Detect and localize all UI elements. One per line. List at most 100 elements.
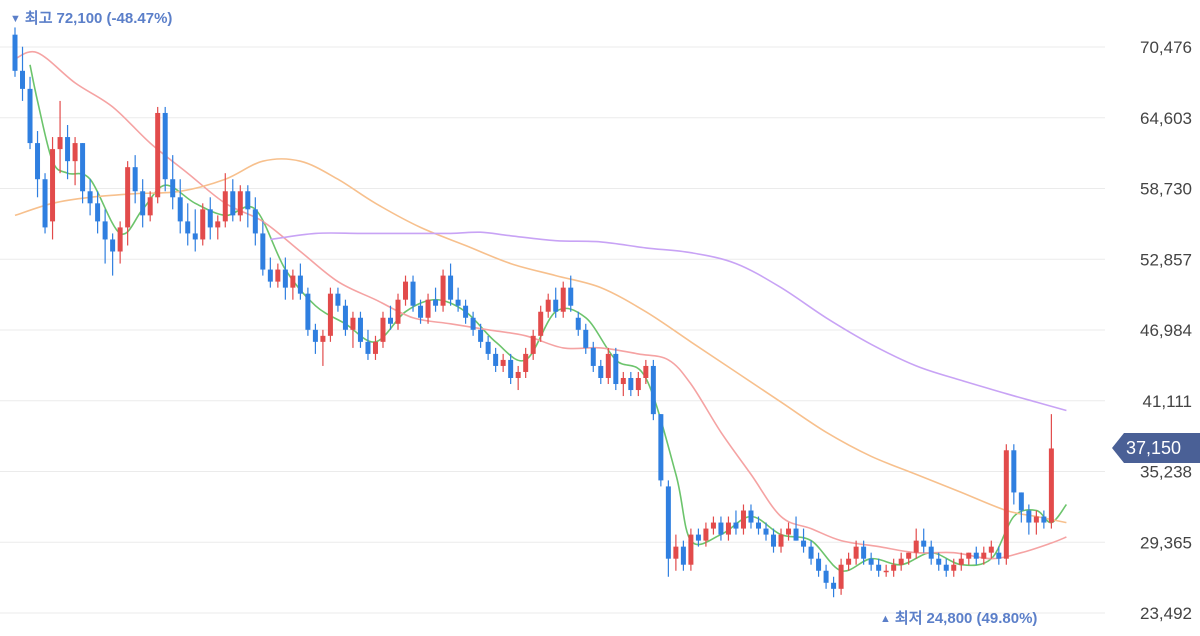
current-price-value: 37,150 — [1126, 438, 1182, 459]
candle — [598, 359, 604, 385]
candle-body — [478, 329, 484, 342]
candle-body — [718, 522, 724, 535]
candle-body — [162, 112, 168, 180]
candle-body — [267, 269, 273, 282]
candle-body — [1041, 516, 1047, 523]
candle-body — [282, 269, 288, 288]
candle-body — [372, 341, 378, 354]
candle — [583, 323, 589, 354]
candle-body — [177, 197, 183, 222]
candle-body — [170, 179, 176, 198]
candle-body — [1033, 516, 1039, 523]
candle — [207, 197, 213, 240]
candle — [568, 275, 574, 312]
candle — [455, 287, 461, 312]
candle — [185, 203, 191, 246]
y-tick-label: 41,111 — [1143, 392, 1192, 411]
candle-body — [695, 534, 701, 541]
candle — [57, 100, 63, 174]
candle — [290, 269, 296, 300]
candle — [703, 522, 709, 547]
candle-body — [650, 365, 656, 415]
candle — [12, 27, 18, 77]
candle — [958, 552, 964, 571]
candle — [95, 191, 101, 234]
candle — [861, 540, 867, 565]
candle — [275, 263, 281, 288]
candle — [673, 534, 679, 571]
candle-body — [485, 341, 491, 354]
candle-body — [786, 528, 792, 535]
candle-body — [102, 221, 108, 240]
candle — [665, 480, 671, 577]
candle-body — [200, 209, 206, 240]
candle — [515, 365, 521, 391]
candle-body — [380, 317, 386, 342]
candle — [823, 564, 829, 589]
candle — [553, 287, 559, 318]
candle-body — [748, 510, 754, 523]
candle-body — [553, 299, 559, 312]
candle — [643, 359, 649, 385]
candle — [463, 299, 469, 324]
candle-body — [575, 317, 581, 330]
candle — [755, 516, 761, 535]
candle-body — [297, 275, 303, 294]
candle — [470, 311, 476, 336]
candle — [125, 161, 131, 246]
ma5-line — [29, 64, 1068, 572]
y-axis: 70,476 64,603 58,730 52,857 46,984 41,111 35,2… — [1140, 38, 1192, 623]
candle — [147, 191, 153, 222]
high-value: 72,100 (-48.47%) — [56, 10, 173, 27]
candle-body — [665, 486, 671, 559]
candle-body — [455, 299, 461, 306]
candle — [305, 287, 311, 336]
candle — [906, 552, 912, 565]
y-tick-label: 52,857 — [1140, 250, 1192, 269]
candle — [718, 516, 724, 541]
candle-body — [876, 564, 882, 571]
candle-body — [853, 546, 859, 559]
candle-body — [868, 558, 874, 565]
candle-body — [65, 137, 71, 162]
candle-body — [628, 377, 634, 391]
candle — [365, 329, 371, 360]
candle-body — [125, 167, 131, 228]
candle-body — [508, 359, 514, 378]
candle — [162, 106, 168, 192]
candle-body — [928, 546, 934, 559]
candle-body — [12, 34, 18, 71]
candle-body — [733, 522, 739, 529]
candle-body — [793, 528, 799, 541]
candle — [1018, 492, 1024, 523]
y-tick-label: 29,365 — [1140, 533, 1192, 552]
candle — [65, 125, 71, 180]
candle-body — [883, 570, 889, 573]
candle-body — [816, 558, 822, 571]
candle-body — [981, 552, 987, 559]
candle — [102, 209, 108, 264]
candle — [876, 558, 882, 577]
candle — [538, 305, 544, 342]
candle-body — [943, 564, 949, 571]
candle-body — [515, 371, 521, 378]
candle-body — [433, 299, 439, 306]
candle-body — [973, 552, 979, 559]
candle-body — [1026, 510, 1032, 523]
candle-body — [710, 522, 716, 529]
candle-body — [530, 335, 536, 354]
candle-body — [936, 558, 942, 565]
y-tick-label: 70,476 — [1140, 38, 1192, 57]
candle — [928, 540, 934, 565]
candle-body — [846, 558, 852, 565]
candle-body — [425, 299, 431, 318]
candle — [868, 552, 874, 571]
candle — [35, 131, 41, 198]
candle — [883, 564, 889, 577]
candle-body — [403, 281, 409, 300]
candle — [42, 173, 48, 234]
candle-body — [35, 143, 41, 180]
candle-body — [898, 558, 904, 565]
candle-body — [673, 546, 679, 559]
